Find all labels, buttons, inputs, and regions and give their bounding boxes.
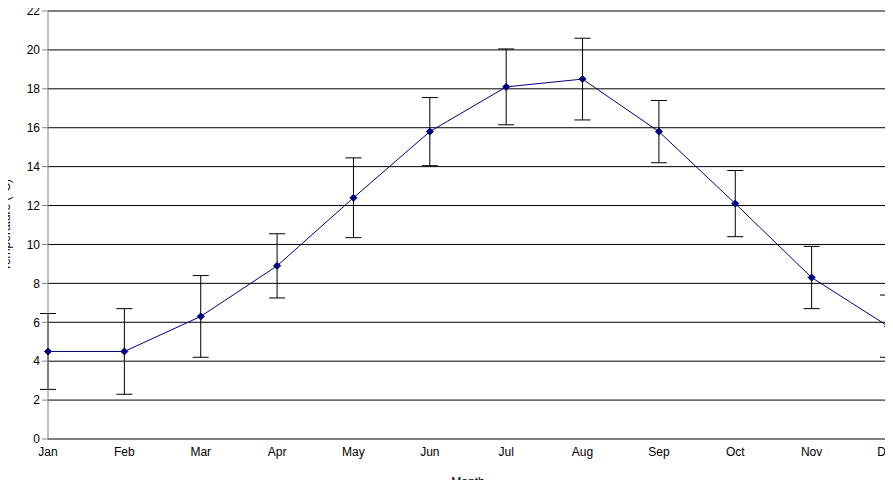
svg-text:14: 14 xyxy=(27,160,41,174)
svg-text:Jul: Jul xyxy=(499,445,514,459)
svg-text:Mar: Mar xyxy=(190,445,211,459)
svg-text:May: May xyxy=(342,445,365,459)
svg-text:Temperature (°C): Temperature (°C) xyxy=(8,179,13,271)
svg-text:16: 16 xyxy=(27,121,41,135)
svg-text:2: 2 xyxy=(33,393,40,407)
svg-text:Sep: Sep xyxy=(648,445,670,459)
svg-text:Jun: Jun xyxy=(420,445,439,459)
svg-text:20: 20 xyxy=(27,43,41,57)
svg-text:0: 0 xyxy=(33,432,40,446)
svg-text:22: 22 xyxy=(27,8,41,18)
svg-text:Apr: Apr xyxy=(268,445,287,459)
svg-text:10: 10 xyxy=(27,238,41,252)
svg-text:18: 18 xyxy=(27,82,41,96)
svg-text:12: 12 xyxy=(27,199,41,213)
svg-text:Feb: Feb xyxy=(114,445,135,459)
svg-text:Aug: Aug xyxy=(572,445,593,459)
svg-text:Jan: Jan xyxy=(38,445,57,459)
svg-text:4: 4 xyxy=(33,354,40,368)
svg-text:Oct: Oct xyxy=(726,445,745,459)
svg-text:Dec: Dec xyxy=(877,445,885,459)
svg-text:6: 6 xyxy=(33,316,40,330)
svg-text:Month: Month xyxy=(451,475,484,480)
svg-text:Nov: Nov xyxy=(801,445,822,459)
svg-text:8: 8 xyxy=(33,277,40,291)
